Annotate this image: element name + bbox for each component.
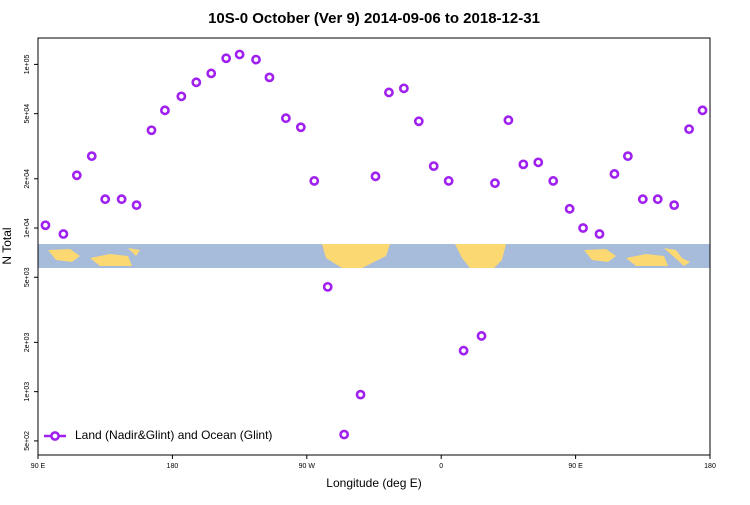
data-point [697,105,708,116]
y-tick-label: 5e+03 [24,267,31,287]
data-point [40,220,51,231]
data-point [684,124,694,135]
data-point [370,171,381,182]
x-tick-label: 180 [167,463,179,470]
data-point [490,178,500,189]
data-point [176,91,187,102]
x-axis-label: Longitude (deg E) [326,476,421,490]
legend-label: Land (Nadir&Glint) and Ocean (Glint) [75,428,272,442]
data-point [578,223,588,233]
y-tick-label: 2e+03 [24,332,31,352]
data-point [251,54,261,65]
y-tick-label: 2e+04 [24,169,31,189]
data-point [533,157,544,168]
data-point [309,176,320,186]
data-point [652,194,663,205]
data-point [458,345,469,356]
data-point [221,53,232,64]
data-point [355,389,366,400]
data-point [398,83,409,94]
chart-title: 10S-0 October (Ver 9) 2014-09-06 to 2018… [208,10,540,27]
data-point [116,194,127,205]
data-point [160,105,170,116]
data-point [476,331,487,341]
y-tick-label: 1e+04 [24,218,31,238]
map-band [38,244,710,268]
data-point [264,72,275,83]
y-axis-label: N Total [0,227,14,264]
y-tick-label: 5e+04 [24,104,31,124]
data-point [594,229,605,239]
data-point [564,203,575,214]
x-tick-label: 90 E [31,463,46,470]
data-point [339,429,350,440]
legend-marker [50,431,60,441]
data-point [100,194,111,205]
x-tick-label: 0 [439,463,443,470]
data-point [637,194,648,205]
data-point [622,151,633,162]
y-tick-label: 5e+02 [24,431,31,451]
data-point [131,200,142,211]
data-point [609,169,620,179]
data-point [518,159,529,170]
data-point [669,200,680,211]
data-point [280,113,291,124]
data-point [443,176,454,186]
x-tick-label: 90 E [568,463,583,470]
data-point [234,49,245,60]
plot-frame [37,37,711,456]
data-point [428,161,439,172]
data-point [146,125,157,136]
data-point [191,77,202,88]
data-point [384,87,394,98]
data-point [295,122,306,133]
data-point [206,68,217,79]
data-point [322,281,333,292]
data-point [58,229,69,239]
y-tick-label: 1e+03 [24,382,31,402]
data-point [503,115,514,126]
y-tick-label: 1e+05 [24,54,31,74]
data-point [71,170,82,181]
x-tick-label: 90 W [299,463,316,470]
x-tick-label: 180 [704,463,716,470]
data-point [548,176,559,186]
data-point [86,151,97,162]
data-point [413,116,424,127]
